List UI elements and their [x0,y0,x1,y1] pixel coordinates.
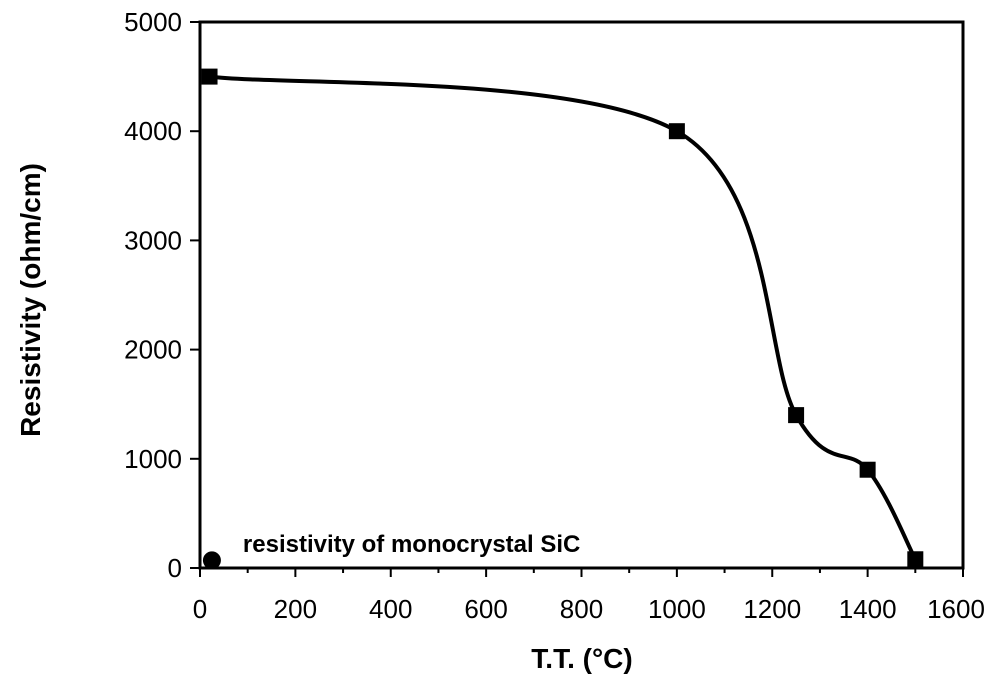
x-tick-label: 1000 [648,594,706,624]
y-axis-title: Resistivity (ohm/cm) [15,163,46,437]
y-tick-label: 1000 [124,444,182,474]
monocrystal-annotation: resistivity of monocrystal SiC [243,531,580,558]
x-tick-label: 400 [369,594,412,624]
y-axis-tick-labels: 0 1000 2000 3000 4000 5000 [124,7,182,583]
resistivity-curve [209,74,918,561]
x-tick-label: 600 [464,594,507,624]
square-data-point [201,68,218,85]
data-markers [201,68,924,570]
x-tick-label: 1400 [839,594,897,624]
x-tick-label: 1200 [743,594,801,624]
square-data-point [859,461,876,478]
y-tick-label: 2000 [124,335,182,365]
x-axis-tick-labels: 0 200 400 600 800 1000 1200 1400 1600 [193,594,985,624]
square-data-point [788,407,805,424]
square-data-point [907,551,924,568]
x-axis-ticks [199,568,964,577]
circle-data-point [202,551,221,570]
y-tick-label: 5000 [124,7,182,37]
y-tick-label: 3000 [124,225,182,255]
y-tick-label: 0 [168,553,182,583]
x-tick-label: 1600 [927,594,985,624]
y-axis-ticks [190,21,200,569]
y-tick-label: 4000 [124,116,182,146]
x-tick-label: 200 [274,594,317,624]
x-tick-label: 0 [193,594,207,624]
x-tick-label: 800 [560,594,603,624]
square-data-point [668,123,685,140]
plot-frame [198,20,965,570]
x-axis-title: T.T. (°C) [531,643,632,674]
